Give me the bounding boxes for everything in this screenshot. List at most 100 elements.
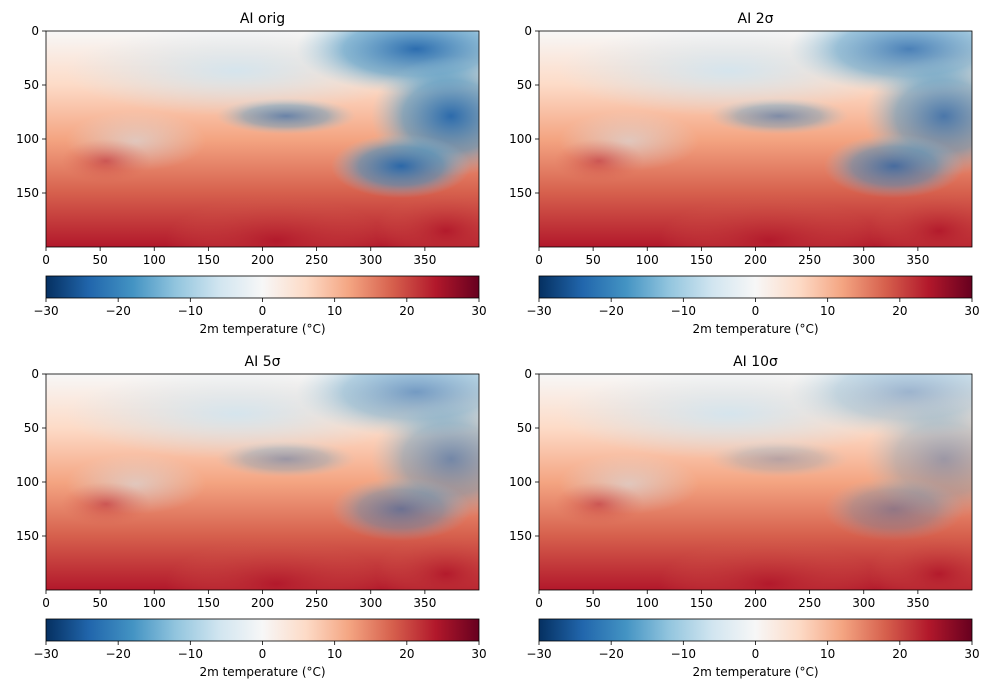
- svg-text:100: 100: [636, 596, 659, 610]
- y-tick: 50: [517, 421, 539, 435]
- x-tick: 200: [744, 590, 767, 610]
- svg-text:150: 150: [197, 253, 220, 267]
- x-tick: 50: [92, 590, 108, 610]
- svg-text:350: 350: [413, 596, 436, 610]
- heatmap-panel-3: AI 10σ 0 50 100 150 200 250 300 350 0 50 100 150: [509, 354, 973, 610]
- svg-text:50: 50: [585, 253, 600, 267]
- colorbar-gradient: [538, 618, 973, 642]
- colorbar-tick: 30: [964, 641, 980, 661]
- svg-text:350: 350: [906, 596, 929, 610]
- svg-text:0: 0: [259, 647, 267, 661]
- colorbar-tick: −20: [106, 298, 131, 318]
- colorbar-tick: −20: [106, 641, 131, 661]
- svg-text:150: 150: [509, 186, 532, 200]
- y-tick: 0: [524, 24, 539, 38]
- svg-text:150: 150: [16, 529, 39, 543]
- y-tick: 100: [16, 475, 46, 489]
- svg-text:−30: −30: [526, 304, 551, 318]
- svg-text:10: 10: [327, 304, 342, 318]
- svg-text:30: 30: [471, 304, 486, 318]
- svg-text:50: 50: [24, 421, 39, 435]
- colorbar-tick: 0: [259, 641, 267, 661]
- svg-text:0: 0: [752, 304, 760, 318]
- colorbar-tick: 10: [327, 641, 342, 661]
- colorbar-gradient: [538, 275, 973, 299]
- colorbar-tick: −20: [599, 298, 624, 318]
- x-tick: 0: [535, 247, 543, 267]
- x-tick: 100: [143, 247, 166, 267]
- colorbar-gradient: [45, 275, 480, 299]
- x-tick: 50: [585, 247, 601, 267]
- x-tick: 350: [906, 590, 929, 610]
- colorbar-tick: −30: [33, 298, 59, 318]
- colorbar-tick: 30: [471, 641, 487, 661]
- svg-text:350: 350: [906, 253, 929, 267]
- svg-text:150: 150: [16, 186, 39, 200]
- svg-text:300: 300: [852, 253, 875, 267]
- y-tick: 0: [31, 24, 46, 38]
- x-tick: 350: [906, 247, 929, 267]
- heatmap-image: [46, 374, 479, 590]
- colorbar-label: 2m temperature (°C): [199, 322, 325, 336]
- x-tick: 250: [798, 590, 821, 610]
- svg-text:−10: −10: [671, 304, 696, 318]
- colorbar-tick: −30: [526, 298, 552, 318]
- colorbar-label: 2m temperature (°C): [692, 665, 818, 679]
- svg-text:200: 200: [251, 253, 274, 267]
- svg-text:0: 0: [42, 596, 50, 610]
- colorbar-tick: −10: [178, 641, 203, 661]
- heatmap-image: [46, 31, 479, 247]
- colorbar-gradient: [45, 618, 480, 642]
- svg-text:−30: −30: [33, 647, 58, 661]
- svg-text:0: 0: [259, 304, 267, 318]
- colorbar-tick: 0: [752, 641, 759, 661]
- svg-text:30: 30: [964, 304, 979, 318]
- x-tick: 300: [359, 590, 382, 610]
- svg-text:250: 250: [305, 596, 328, 610]
- y-tick: 50: [24, 421, 46, 435]
- colorbar-tick: 20: [892, 298, 907, 318]
- colorbar-tick: 30: [471, 298, 487, 318]
- svg-text:30: 30: [964, 647, 979, 661]
- x-tick: 200: [744, 247, 767, 267]
- svg-text:100: 100: [509, 475, 532, 489]
- x-tick: 250: [798, 247, 821, 267]
- svg-text:−20: −20: [106, 304, 131, 318]
- colorbar-label: 2m temperature (°C): [199, 665, 325, 679]
- x-tick: 200: [251, 247, 274, 267]
- svg-text:20: 20: [892, 647, 907, 661]
- svg-text:−30: −30: [33, 304, 58, 318]
- colorbar-tick: 30: [964, 298, 980, 318]
- colorbar-tick: 0: [752, 298, 760, 318]
- svg-text:150: 150: [509, 529, 532, 543]
- y-tick: 50: [517, 78, 539, 92]
- colorbar: −30 −20 −10 0 10 20 30 2m temperature (°C): [33, 618, 487, 679]
- panel-title: AI 2σ: [738, 11, 774, 27]
- x-tick: 50: [92, 247, 108, 267]
- svg-text:250: 250: [798, 253, 821, 267]
- svg-text:−10: −10: [671, 647, 696, 661]
- colorbar: −30 −20 −10 0 10 20 30 2m temperature (°C): [526, 275, 980, 336]
- panel-title: AI 5σ: [245, 354, 281, 370]
- svg-text:50: 50: [517, 421, 532, 435]
- svg-text:0: 0: [535, 253, 543, 267]
- svg-text:150: 150: [690, 253, 713, 267]
- y-tick: 100: [509, 132, 539, 146]
- colorbar: −30 −20 −10 0 10 20 30 2m temperature (°C): [33, 275, 487, 336]
- svg-text:0: 0: [524, 367, 532, 381]
- x-tick: 150: [690, 590, 713, 610]
- colorbar-tick: 20: [399, 641, 414, 661]
- svg-text:50: 50: [92, 596, 107, 610]
- y-tick: 0: [31, 367, 46, 381]
- x-tick: 0: [42, 590, 50, 610]
- svg-text:50: 50: [585, 596, 600, 610]
- y-tick: 100: [509, 475, 539, 489]
- svg-text:20: 20: [399, 304, 414, 318]
- y-tick: 100: [16, 132, 46, 146]
- heatmap-panel-2: AI 5σ 0 50 100 150 200 250 300 350 0 50 100 150: [16, 354, 480, 610]
- x-tick: 200: [251, 590, 274, 610]
- x-tick: 150: [197, 590, 220, 610]
- x-tick: 300: [359, 247, 382, 267]
- y-tick: 0: [524, 367, 539, 381]
- svg-text:−10: −10: [178, 647, 203, 661]
